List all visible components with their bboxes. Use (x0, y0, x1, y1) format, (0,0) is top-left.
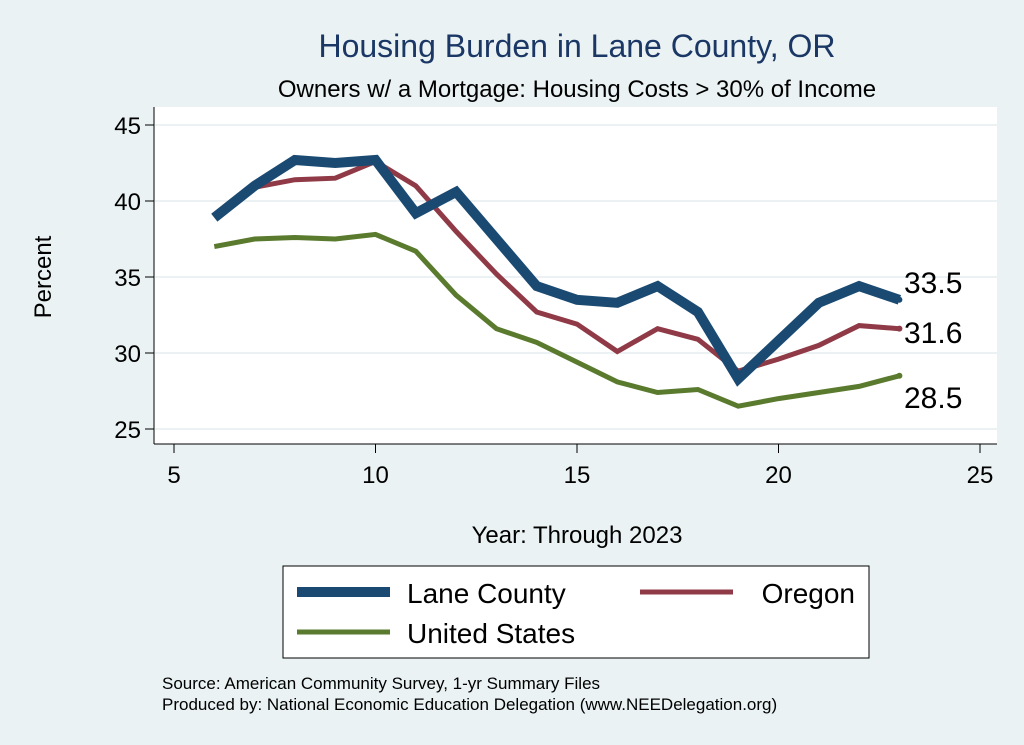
y-tick-label-35: 35 (114, 265, 141, 292)
legend-label-united-states: United States (407, 618, 575, 649)
series-end-point-oregon (896, 325, 903, 332)
end-label-united-states: 28.5 (904, 382, 962, 415)
y-tick-label-45: 45 (114, 113, 141, 140)
series-line-oregon (212, 158, 900, 374)
y-tick-label-30: 30 (114, 341, 141, 368)
end-label-lane-county: 33.5 (904, 267, 962, 300)
x-tick-label-15: 15 (564, 462, 591, 489)
series-line-united-states (213, 231, 901, 409)
grid-lines (155, 124, 997, 430)
legend-box (282, 565, 870, 659)
x-tick-label-5: 5 (167, 462, 180, 489)
end-labels: 33.5 31.6 28.5 (904, 267, 962, 415)
producer-note: Produced by: National Economic Education… (162, 695, 777, 714)
y-tick-label-40: 40 (114, 189, 141, 216)
chart-subtitle: Owners w/ a Mortgage: Housing Costs > 30… (278, 76, 876, 103)
y-tick-label-25: 25 (114, 417, 141, 444)
chart-title: Housing Burden in Lane County, OR (318, 28, 835, 64)
x-tick-label-10: 10 (362, 462, 389, 489)
y-axis-ticks: 25 30 35 40 45 (114, 113, 154, 444)
legend: Lane County Oregon United States (282, 565, 870, 659)
x-axis-ticks: 5 10 15 20 25 (167, 444, 993, 489)
series-end-point-united-states (896, 372, 903, 379)
y-axis-title: Percent (30, 235, 57, 318)
x-tick-label-20: 20 (765, 462, 792, 489)
series-lines (211, 154, 903, 409)
x-axis-title: Year: Through 2023 (472, 522, 683, 549)
legend-label-lane-county: Lane County (407, 578, 566, 609)
source-note: Source: American Community Survey, 1-yr … (162, 674, 600, 693)
end-label-oregon: 31.6 (904, 317, 962, 350)
series-line-lane-county (211, 154, 902, 387)
x-tick-label-25: 25 (967, 462, 994, 489)
legend-label-oregon: Oregon (762, 578, 855, 609)
plot-area (154, 107, 997, 444)
series-end-point-lane-county (896, 296, 903, 303)
